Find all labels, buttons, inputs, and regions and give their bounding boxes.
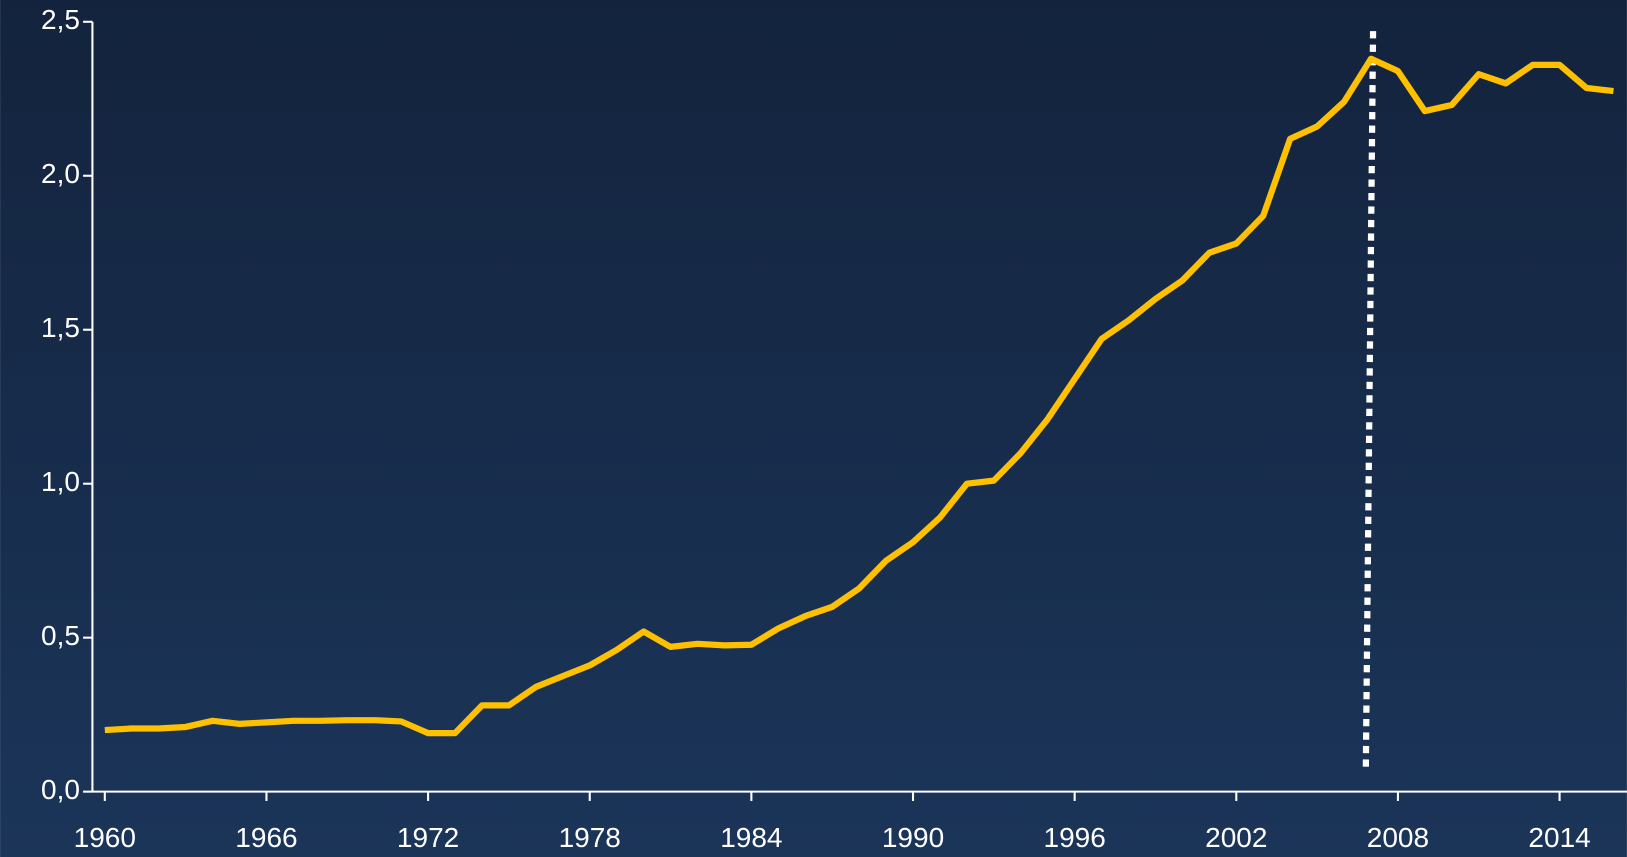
x-tick-label: 1978 xyxy=(559,822,621,853)
x-tick-label: 2002 xyxy=(1205,822,1267,853)
x-tick-label: 2008 xyxy=(1367,822,1429,853)
y-tick-label: 1,0 xyxy=(41,466,80,497)
y-tick-label: 2,0 xyxy=(41,158,80,189)
y-tick-label: 1,5 xyxy=(41,312,80,343)
y-tick-label: 0,5 xyxy=(41,620,80,651)
reference-line xyxy=(1362,31,1377,771)
x-tick-label: 2014 xyxy=(1528,822,1590,853)
x-tick-label: 1972 xyxy=(397,822,459,853)
x-tick-label: 1984 xyxy=(720,822,782,853)
x-tick-label: 1966 xyxy=(235,822,297,853)
x-tick-label: 1990 xyxy=(882,822,944,853)
y-tick-label: 0,0 xyxy=(41,774,80,805)
x-tick-label: 1960 xyxy=(74,822,136,853)
x-tick-label: 1996 xyxy=(1044,822,1106,853)
data-line xyxy=(104,55,1614,737)
y-tick-label: 2,5 xyxy=(41,4,80,35)
